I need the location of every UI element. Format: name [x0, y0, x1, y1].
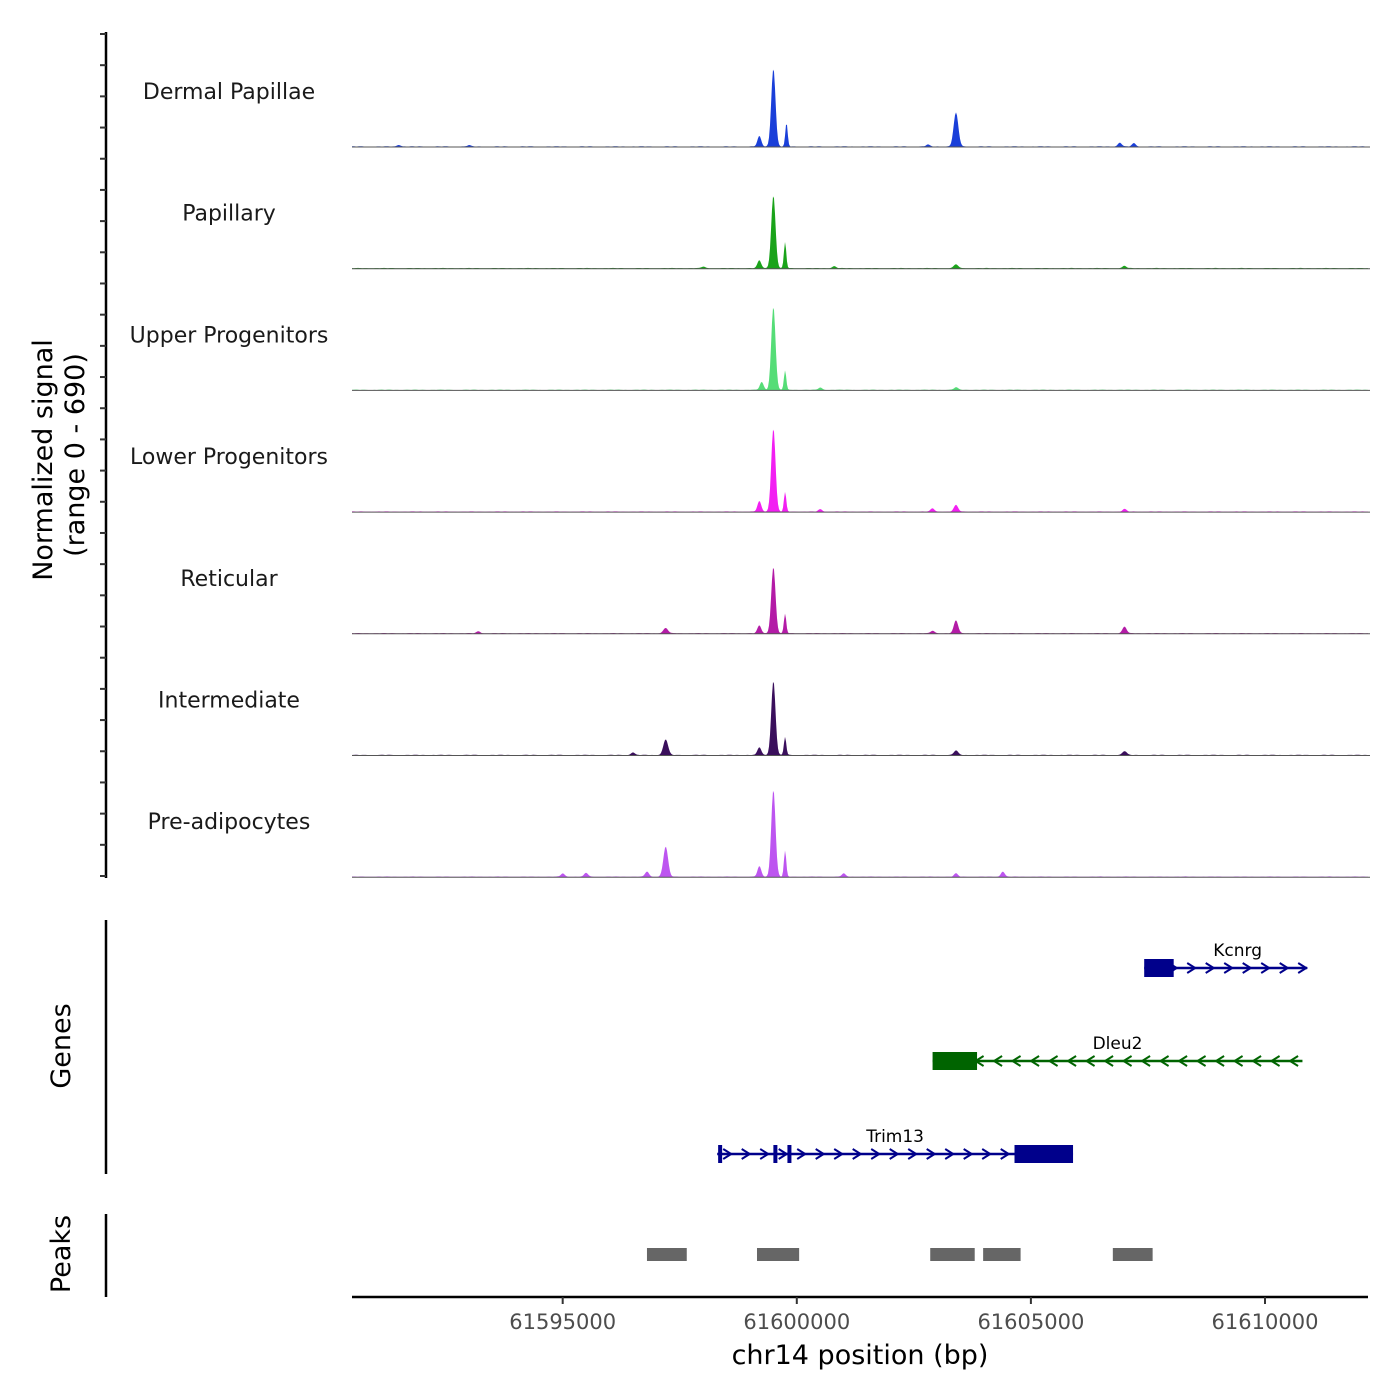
- gene-dleu2: Dleu2: [932, 1034, 1303, 1070]
- gene-exon: [787, 1145, 792, 1163]
- strand-arrow: [1260, 962, 1272, 974]
- strand-arrow: [1232, 1055, 1244, 1067]
- strand-arrow: [1186, 962, 1198, 974]
- strand-arrow: [870, 1148, 882, 1160]
- strand-arrow: [1047, 1055, 1059, 1067]
- y-axis-title-line2: (range 0 - 690): [60, 353, 91, 557]
- strand-arrow: [1000, 1148, 1011, 1160]
- strand-arrow: [889, 1148, 900, 1160]
- strand-arrow: [1223, 962, 1235, 974]
- strand-arrow: [778, 1148, 789, 1160]
- signal-tracks: Dermal Papillae Papillary Upper Progenitor…: [130, 69, 1370, 878]
- track-label: Intermediate: [158, 689, 300, 714]
- genes-axis-title: Genes: [46, 1003, 77, 1088]
- strand-arrow: [833, 1148, 845, 1160]
- strand-arrow: [1279, 962, 1290, 974]
- signal-y-axis: [100, 32, 108, 878]
- x-axis: 61595000 61600000 61605000 61610000: [352, 1295, 1368, 1334]
- gene-exon: [1147, 959, 1174, 977]
- track-intermediate: Intermediate: [158, 681, 1370, 756]
- signal-area: [352, 567, 1368, 634]
- gene-trim13: Trim13: [717, 1127, 1074, 1163]
- gene-exon: [1144, 959, 1149, 977]
- strand-arrow: [1297, 962, 1309, 974]
- track-pre-adipocytes: Pre-adipocytes: [148, 790, 1370, 878]
- peak-region: [646, 1248, 687, 1261]
- signal-area: [352, 681, 1368, 756]
- signal-area: [352, 307, 1368, 391]
- strand-arrow: [741, 1148, 752, 1160]
- gene-exon: [718, 1145, 723, 1163]
- strand-arrow: [963, 1148, 974, 1160]
- signal-area: [352, 429, 1368, 513]
- peak-track: [104, 1214, 1153, 1297]
- strand-arrow: [1084, 1055, 1096, 1067]
- strand-arrow: [1103, 1055, 1114, 1067]
- signal-area: [352, 790, 1368, 878]
- y-axis-title-line1: Normalized signal: [28, 339, 59, 581]
- strand-arrow: [992, 1055, 1003, 1067]
- strand-arrow: [815, 1148, 826, 1160]
- gene-label: Kcnrg: [1213, 941, 1262, 961]
- signal-area: [352, 69, 1368, 147]
- strand-arrow: [852, 1148, 863, 1160]
- strand-arrow: [1269, 1055, 1281, 1067]
- strand-arrow: [1214, 1055, 1225, 1067]
- track-lower-progenitors: Lower Progenitors: [130, 429, 1370, 513]
- track-label: Papillary: [182, 202, 276, 227]
- gene-exon: [932, 1052, 978, 1070]
- track-papillary: Papillary: [182, 196, 1370, 270]
- peak-region: [756, 1248, 800, 1261]
- strand-arrow: [1158, 1055, 1170, 1067]
- strand-arrow: [1010, 1055, 1022, 1067]
- gene-exon: [1014, 1145, 1074, 1163]
- gene-track: Kcnrg Dleu2 Trim13: [104, 920, 1309, 1174]
- strand-arrow: [796, 1148, 808, 1160]
- track-upper-progenitors: Upper Progenitors: [130, 307, 1370, 391]
- strand-arrow: [1205, 962, 1216, 974]
- strand-arrow: [759, 1148, 771, 1160]
- track-label: Pre-adipocytes: [148, 810, 311, 835]
- strand-arrow: [1177, 1055, 1188, 1067]
- strand-arrow: [1251, 1055, 1262, 1067]
- peak-region: [1112, 1248, 1153, 1261]
- track-label: Dermal Papillae: [143, 80, 315, 105]
- strand-arrow: [1242, 962, 1253, 974]
- strand-arrow: [1140, 1055, 1151, 1067]
- peaks-axis-title: Peaks: [46, 1215, 77, 1293]
- strand-arrow: [1288, 1055, 1299, 1067]
- strand-arrow: [1066, 1055, 1077, 1067]
- signal-area: [352, 196, 1368, 269]
- strand-arrow: [1029, 1055, 1040, 1067]
- x-tick-label: 61610000: [1212, 1310, 1319, 1334]
- strand-arrow: [1195, 1055, 1207, 1067]
- strand-arrow: [926, 1148, 937, 1160]
- strand-arrow: [907, 1148, 919, 1160]
- gene-kcnrg: Kcnrg: [1144, 941, 1309, 977]
- strand-arrow: [981, 1148, 993, 1160]
- peak-region: [983, 1248, 1021, 1261]
- track-dermal-papillae: Dermal Papillae: [143, 69, 1370, 148]
- strand-arrow: [944, 1148, 956, 1160]
- x-tick-label: 61605000: [977, 1310, 1084, 1334]
- track-label: Lower Progenitors: [130, 445, 328, 470]
- gene-label: Dleu2: [1093, 1034, 1143, 1054]
- gene-exon: [773, 1145, 778, 1163]
- strand-arrow: [1121, 1055, 1133, 1067]
- strand-arrow: [722, 1148, 734, 1160]
- x-tick-label: 61600000: [743, 1310, 850, 1334]
- x-axis-title: chr14 position (bp): [732, 1340, 989, 1371]
- track-reticular: Reticular: [180, 567, 1370, 635]
- track-label: Upper Progenitors: [130, 323, 329, 348]
- peak-region: [930, 1248, 975, 1261]
- x-tick-label: 61595000: [509, 1310, 616, 1334]
- track-label: Reticular: [180, 567, 278, 592]
- gene-label: Trim13: [865, 1127, 924, 1147]
